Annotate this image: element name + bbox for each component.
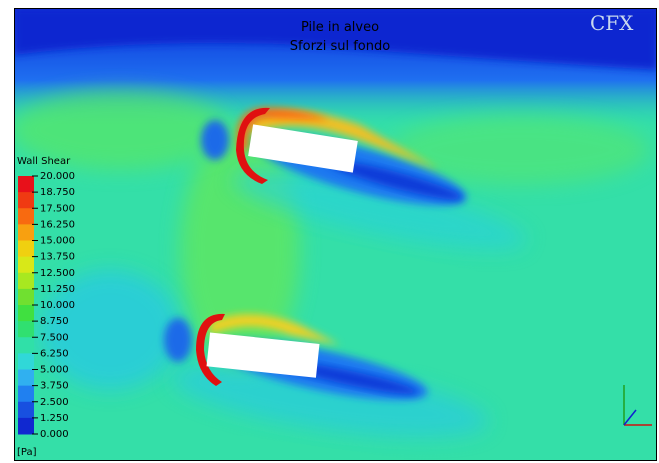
legend-label: 12.500 xyxy=(40,268,75,279)
screenshot: Pile in alveo Sforzi sul fondo CFX Wall … xyxy=(0,0,659,463)
title-line: Pile in alveo xyxy=(301,20,379,35)
legend-label: 2.500 xyxy=(40,397,69,408)
legend-swatch xyxy=(18,353,34,370)
legend-label: 13.750 xyxy=(40,252,75,263)
legend-swatch xyxy=(18,386,34,403)
legend-title: Wall Shear xyxy=(17,156,71,167)
page: Pile in alveo Sforzi sul fondo CFX Wall … xyxy=(0,0,659,463)
legend-label: 1.250 xyxy=(40,413,69,424)
legend-swatch xyxy=(18,418,34,435)
legend-label: 5.000 xyxy=(40,365,69,376)
legend-swatch xyxy=(18,402,34,419)
legend-label: 16.250 xyxy=(40,219,75,230)
legend-label: 18.750 xyxy=(40,187,75,198)
legend-swatch xyxy=(18,208,34,225)
legend-label: 11.250 xyxy=(40,284,75,295)
legend-label: 10.000 xyxy=(40,300,75,311)
legend-swatch xyxy=(18,370,34,387)
legend-label: 6.250 xyxy=(40,348,69,359)
legend-swatch xyxy=(18,176,34,193)
legend-swatch xyxy=(18,241,34,258)
legend-swatch xyxy=(18,305,34,322)
legend-swatch xyxy=(18,289,34,306)
legend-label: 15.000 xyxy=(40,236,75,247)
legend-swatch xyxy=(18,257,34,274)
legend-label: 17.500 xyxy=(40,203,75,214)
legend-swatch xyxy=(18,192,34,209)
legend-label: 8.750 xyxy=(40,316,69,327)
legend-swatch xyxy=(18,321,34,338)
legend-unit: [Pa] xyxy=(17,447,37,458)
logo: CFX xyxy=(590,11,634,35)
legend-label: 7.500 xyxy=(40,332,69,343)
legend-swatch xyxy=(18,224,34,241)
legend-swatch xyxy=(18,273,34,290)
legend-label: 0.000 xyxy=(40,429,69,440)
legend: 20.000 18.750 17.500 16.250 15.000 13.750 12.5… xyxy=(18,171,75,440)
legend-label: 3.750 xyxy=(40,381,69,392)
legend-swatch xyxy=(18,337,34,354)
legend-label: 20.000 xyxy=(40,171,75,182)
title-line: Sforzi sul fondo xyxy=(290,39,390,54)
